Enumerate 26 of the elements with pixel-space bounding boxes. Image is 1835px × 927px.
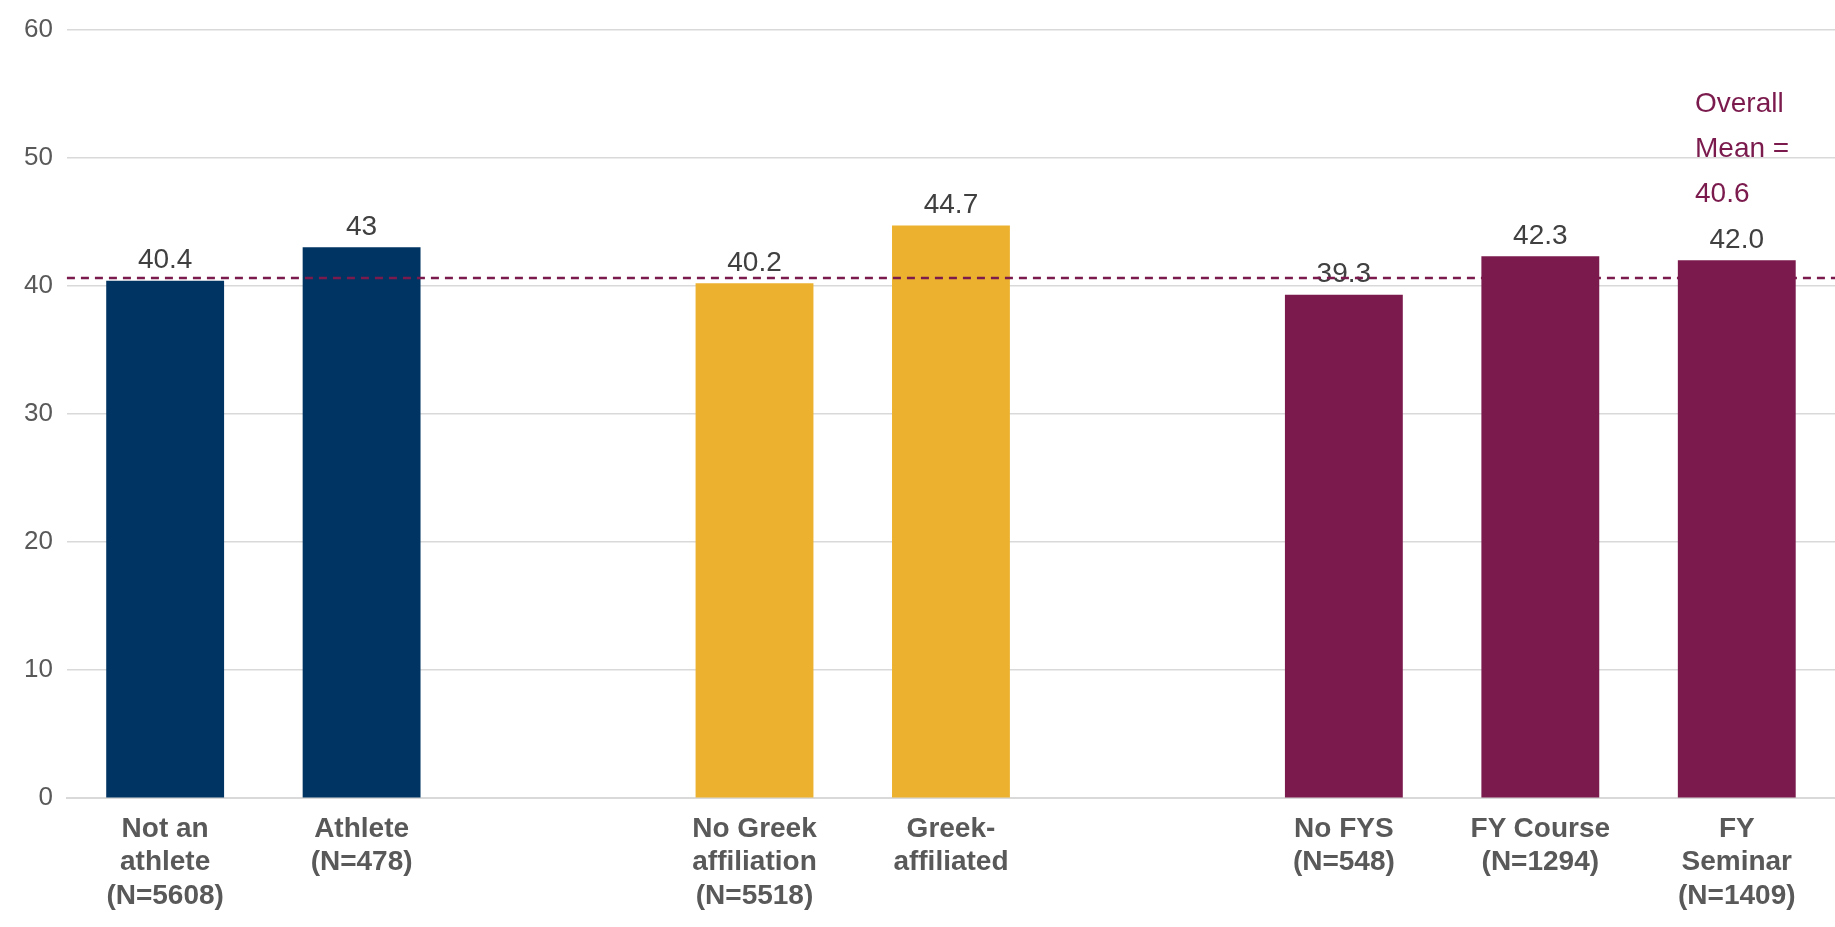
- y-tick-label: 40: [24, 268, 53, 299]
- data-label: 43: [346, 210, 378, 242]
- bar: [695, 283, 814, 798]
- x-tick-label: FY Seminar (N=1409): [1678, 811, 1796, 910]
- bar: [1284, 294, 1403, 798]
- y-tick-label: 0: [38, 781, 53, 812]
- y-tick-label: 10: [24, 653, 53, 684]
- bar: [302, 247, 421, 798]
- x-tick-label: FY Course (N=1294): [1470, 811, 1611, 877]
- ref-line-label: Overall Mean = 40.6: [1695, 86, 1790, 208]
- data-label: 44.7: [923, 188, 979, 220]
- y-tick-label: 60: [24, 12, 53, 43]
- x-tick-label: No FYS (N=548): [1292, 811, 1395, 877]
- data-label: 42.0: [1709, 222, 1765, 254]
- x-tick-label: Greek-affiliated: [893, 811, 1009, 877]
- y-tick-label: 30: [24, 397, 53, 428]
- x-tick-label: Athlete (N=478): [310, 811, 413, 877]
- bar: [106, 280, 225, 798]
- y-tick-label: 50: [24, 140, 53, 171]
- data-label: 42.3: [1513, 219, 1568, 251]
- bar: [892, 225, 1010, 798]
- x-tick-label: No Greek affiliation (N=5518): [692, 811, 818, 910]
- y-tick-label: 20: [24, 525, 53, 556]
- data-label: 40.4: [137, 243, 193, 275]
- data-label: 40.2: [727, 245, 782, 277]
- x-tick-label: Not an athlete (N=5608): [106, 811, 224, 910]
